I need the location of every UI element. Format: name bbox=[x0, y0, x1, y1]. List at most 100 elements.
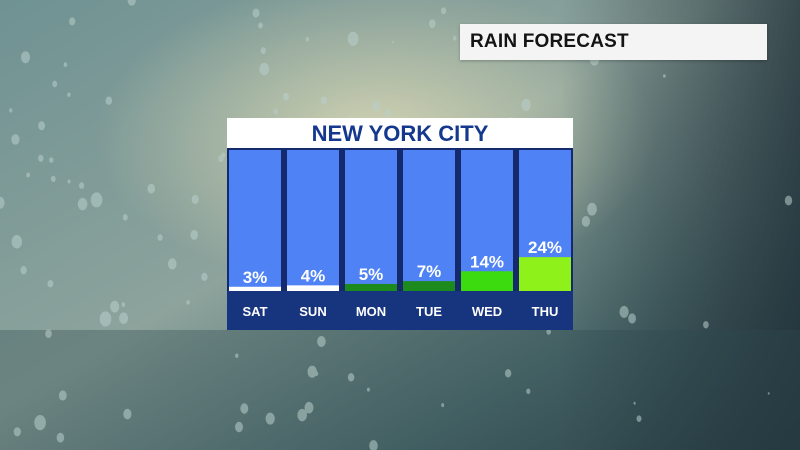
raindrop bbox=[283, 92, 289, 101]
raindrop bbox=[0, 196, 5, 209]
raindrop bbox=[259, 62, 270, 76]
raindrop bbox=[297, 408, 308, 422]
raindrop bbox=[369, 440, 378, 450]
rain-chance-bar-mon bbox=[345, 283, 397, 291]
raindrop bbox=[305, 37, 310, 42]
raindrop bbox=[384, 108, 391, 117]
raindrop bbox=[47, 280, 54, 288]
raindrop bbox=[186, 300, 190, 305]
raindrop bbox=[265, 412, 275, 425]
raindrop bbox=[441, 7, 447, 15]
day-cell bbox=[287, 293, 339, 328]
rain-chance-bar-tue bbox=[403, 281, 455, 291]
column-background bbox=[229, 150, 281, 291]
day-cell bbox=[403, 293, 455, 328]
raindrop bbox=[240, 403, 249, 414]
raindrop bbox=[392, 40, 395, 44]
day-cell bbox=[229, 293, 281, 328]
raindrop bbox=[619, 305, 629, 318]
raindrop bbox=[45, 329, 52, 339]
raindrop bbox=[121, 302, 126, 307]
raindrop bbox=[34, 415, 46, 431]
day-cell bbox=[461, 293, 513, 328]
day-label: WED bbox=[472, 304, 502, 319]
rain-chance-bar-wed bbox=[461, 271, 513, 291]
day-label-row bbox=[227, 291, 573, 330]
raindrop bbox=[77, 197, 88, 211]
percent-label: 4% bbox=[301, 266, 326, 285]
raindrop bbox=[9, 108, 13, 113]
raindrop bbox=[67, 92, 71, 97]
percent-label: 5% bbox=[359, 265, 384, 284]
raindrop bbox=[201, 272, 208, 281]
raindrop bbox=[441, 403, 445, 408]
day-label: SUN bbox=[299, 304, 326, 319]
raindrop bbox=[628, 313, 636, 324]
raindrop bbox=[663, 74, 666, 78]
raindrop bbox=[633, 401, 636, 405]
day-label: MON bbox=[356, 304, 386, 319]
percent-label: 7% bbox=[417, 262, 442, 281]
raindrop bbox=[168, 258, 177, 270]
raindrop bbox=[452, 35, 457, 41]
raindrop bbox=[636, 415, 642, 423]
raindrop bbox=[119, 312, 129, 325]
raindrop bbox=[273, 108, 278, 115]
raindrop bbox=[784, 195, 793, 206]
percent-label: 3% bbox=[243, 268, 268, 287]
chart-title: NEW YORK CITY bbox=[227, 118, 573, 148]
raindrop bbox=[11, 134, 20, 145]
raindrop bbox=[13, 427, 21, 437]
raindrop bbox=[307, 365, 317, 378]
raindrop bbox=[320, 96, 327, 105]
raindrop bbox=[157, 234, 163, 241]
rain-chance-bar-thu bbox=[519, 257, 571, 291]
raindrop bbox=[258, 22, 263, 29]
raindrop bbox=[521, 98, 531, 111]
header-title: RAIN FORECAST bbox=[470, 31, 629, 52]
raindrop bbox=[347, 373, 355, 382]
raindrop bbox=[26, 172, 30, 178]
raindrop bbox=[504, 369, 512, 378]
raindrop bbox=[67, 179, 71, 184]
raindrop bbox=[50, 175, 56, 182]
forecast-chart-panel: NEW YORK CITY 3% SAT 4% SUN 5% MON 7% TUE 14% WED… bbox=[227, 118, 573, 330]
day-label: SAT bbox=[242, 304, 267, 319]
raindrop bbox=[38, 121, 45, 131]
raindrop bbox=[110, 300, 120, 313]
raindrop bbox=[191, 194, 199, 204]
raindrop bbox=[218, 155, 224, 163]
raindrop bbox=[347, 31, 359, 46]
raindrop bbox=[38, 154, 44, 162]
raindrop bbox=[60, 394, 64, 399]
column-background bbox=[345, 150, 397, 291]
raindrop bbox=[90, 192, 103, 208]
raindrop bbox=[260, 47, 266, 55]
raindrop bbox=[587, 202, 597, 216]
raindrop bbox=[317, 336, 326, 347]
rain-chance-bar-sun bbox=[287, 285, 339, 291]
raindrop bbox=[127, 0, 136, 6]
day-cell bbox=[519, 293, 571, 328]
raindrop bbox=[105, 96, 113, 105]
raindrop bbox=[79, 182, 85, 189]
raindrop bbox=[581, 216, 591, 227]
raindrop bbox=[235, 353, 239, 358]
column-background bbox=[287, 150, 339, 291]
raindrop bbox=[372, 101, 381, 112]
raindrop bbox=[147, 183, 156, 194]
raindrop bbox=[122, 214, 128, 221]
raindrop bbox=[20, 51, 31, 64]
raindrop bbox=[11, 235, 22, 249]
percent-label: 24% bbox=[528, 238, 562, 257]
raindrop bbox=[123, 408, 132, 420]
day-cell bbox=[345, 293, 397, 328]
column-background bbox=[403, 150, 455, 291]
day-label: THU bbox=[532, 304, 559, 319]
rain-forecast-header: RAIN FORECAST bbox=[460, 24, 767, 60]
rain-chance-bar-chart: 3% SAT 4% SUN 5% MON 7% TUE 14% WED 24% THU bbox=[227, 150, 573, 330]
raindrop bbox=[69, 17, 76, 26]
raindrop bbox=[49, 157, 54, 163]
raindrop bbox=[20, 266, 27, 275]
percent-label: 14% bbox=[470, 252, 504, 271]
